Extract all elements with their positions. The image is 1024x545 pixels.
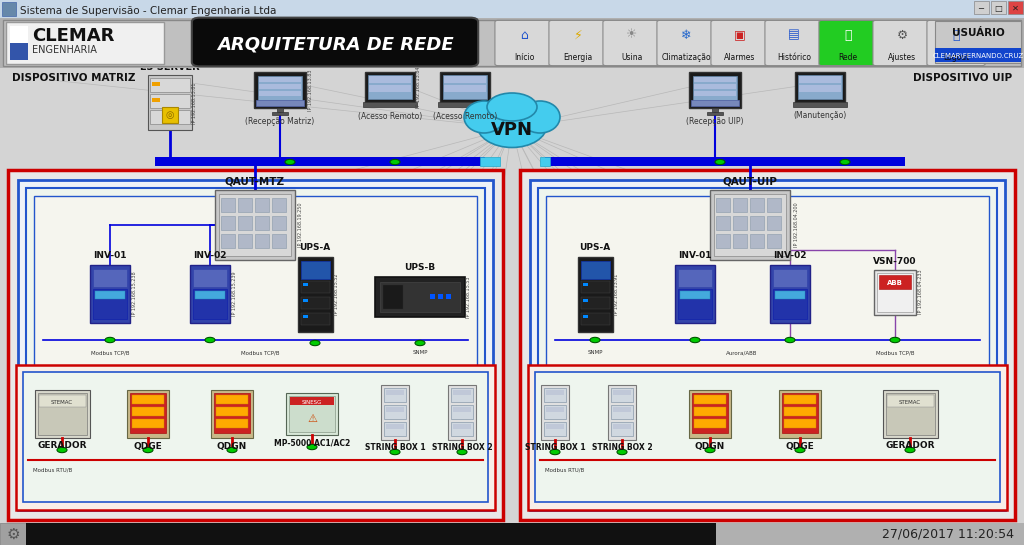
Text: Modbus TCP/B: Modbus TCP/B [241,350,280,355]
Text: UPS-B: UPS-B [404,263,435,272]
Text: STRING BOX 1: STRING BOX 1 [365,444,425,452]
Text: Logout: Logout [943,52,969,62]
Text: (Acesso Remoto): (Acesso Remoto) [433,112,497,120]
Text: ENGENHARIA: ENGENHARIA [32,45,97,55]
Text: Alarmes: Alarmes [724,52,756,62]
Text: Modbus RTU/B: Modbus RTU/B [545,468,585,473]
Text: Modbus TCP/B: Modbus TCP/B [876,350,914,355]
Text: IP 192.168.13.81: IP 192.168.13.81 [191,82,197,124]
Text: Início: Início [514,52,535,62]
Text: QAUT-UIP: QAUT-UIP [723,177,777,187]
Text: IP 192.168.13.91: IP 192.168.13.91 [613,273,618,314]
Text: QDGE: QDGE [133,441,163,451]
Text: SINESG: SINESG [302,399,323,404]
Text: ⚡: ⚡ [573,28,583,41]
Text: IP 192.168.04.200: IP 192.168.04.200 [794,203,799,247]
Text: Modbus TCP/B: Modbus TCP/B [91,350,129,355]
Text: VIEWER 05: VIEWER 05 [793,59,848,69]
Text: (Manutenção): (Manutenção) [794,112,847,120]
Text: UPS-A: UPS-A [299,244,331,252]
Text: INV-01: INV-01 [93,251,127,261]
Text: STRING BOX 2: STRING BOX 2 [432,444,493,452]
Text: UPS-A: UPS-A [580,244,610,252]
Text: Modbus RTU/B: Modbus RTU/B [33,468,73,473]
Text: (Recepção Matriz): (Recepção Matriz) [246,118,314,126]
Text: SNMP: SNMP [413,350,428,355]
Text: ⌂: ⌂ [520,28,528,41]
Text: QDGN: QDGN [695,441,725,451]
Text: IP 192.168.15.53: IP 192.168.15.53 [467,276,471,318]
Text: IP 192.168.15.238: IP 192.168.15.238 [131,272,136,316]
Text: USUÁRIO: USUÁRIO [951,28,1005,38]
Text: IP 192.168.04.233: IP 192.168.04.233 [918,270,923,314]
Text: IP 192.168.13.83: IP 192.168.13.83 [307,69,312,111]
Text: VIEWER 03: VIEWER 03 [437,59,493,69]
Text: □: □ [994,3,1001,13]
Text: VIEWER 04: VIEWER 04 [687,59,742,69]
Text: GERADOR: GERADOR [37,441,87,451]
Text: STRING BOX 1: STRING BOX 1 [524,444,586,452]
Text: Aurora/ABB: Aurora/ABB [726,350,758,355]
Text: VPN: VPN [490,121,534,139]
Text: INV-02: INV-02 [194,251,226,261]
Text: VIEWER 01: VIEWER 01 [253,59,307,69]
Text: ⚙: ⚙ [6,526,19,542]
Text: DISPOSITIVO UIP: DISPOSITIVO UIP [912,73,1012,83]
Text: STEMAC: STEMAC [51,399,73,404]
Text: STRING BOX 2: STRING BOX 2 [592,444,652,452]
Text: Rede: Rede [839,52,857,62]
Text: Energia: Energia [563,52,593,62]
Text: ARQUITETURA DE REDE: ARQUITETURA DE REDE [217,35,454,53]
Text: QDGE: QDGE [785,441,814,451]
Text: ABB: ABB [887,280,903,286]
Text: QAUT-MTZ: QAUT-MTZ [225,177,285,187]
Text: QDGN: QDGN [217,441,247,451]
Text: (Recepção UIP): (Recepção UIP) [686,118,743,126]
Text: INV-02: INV-02 [773,251,807,261]
Text: (Acesso Remoto): (Acesso Remoto) [357,112,422,120]
Text: ⬛: ⬛ [844,28,852,41]
Text: CLEMAR\FERNANDO.CRUZ: CLEMAR\FERNANDO.CRUZ [933,53,1024,59]
Text: Sistema de Supervisão - Clemar Engenharia Ltda: Sistema de Supervisão - Clemar Engenhari… [20,6,276,16]
Text: SNMP: SNMP [587,350,603,355]
Text: CLEMAR: CLEMAR [32,27,115,45]
Text: INV-01: INV-01 [678,251,712,261]
Text: 27/06/2017 11:20:54: 27/06/2017 11:20:54 [882,528,1014,541]
Text: 🔒: 🔒 [952,28,959,41]
Text: GERADOR: GERADOR [886,441,935,451]
Text: STEMAC: STEMAC [899,399,921,404]
Text: IP 192.168.13.84: IP 192.168.13.84 [417,66,422,108]
Text: IP 192.168.15.239: IP 192.168.15.239 [231,272,237,316]
Text: ⚠: ⚠ [307,414,317,424]
Text: ◎: ◎ [166,110,174,120]
Text: DISPOSITIVO MATRIZ: DISPOSITIVO MATRIZ [12,73,135,83]
Text: ▤: ▤ [788,28,800,41]
Text: IP 192.168.19.250: IP 192.168.19.250 [299,203,303,247]
Text: E3 SERVER: E3 SERVER [140,62,200,72]
Text: ❄: ❄ [681,28,691,41]
Text: ☀: ☀ [627,28,638,41]
Text: Ajustes: Ajustes [888,52,916,62]
Text: VIEWER 02: VIEWER 02 [362,59,418,69]
Text: ─: ─ [979,3,983,13]
Text: IP 192.168.15.52: IP 192.168.15.52 [334,273,339,315]
Text: VSN-700: VSN-700 [873,257,916,265]
Text: Usina: Usina [622,52,643,62]
Text: ⚙: ⚙ [896,28,907,41]
Text: MP-5000 AC1/AC2: MP-5000 AC1/AC2 [273,439,350,447]
Text: Climatização: Climatização [662,52,711,62]
Text: ✕: ✕ [1012,3,1019,13]
Text: ▣: ▣ [734,28,745,41]
Text: Histórico: Histórico [777,52,811,62]
